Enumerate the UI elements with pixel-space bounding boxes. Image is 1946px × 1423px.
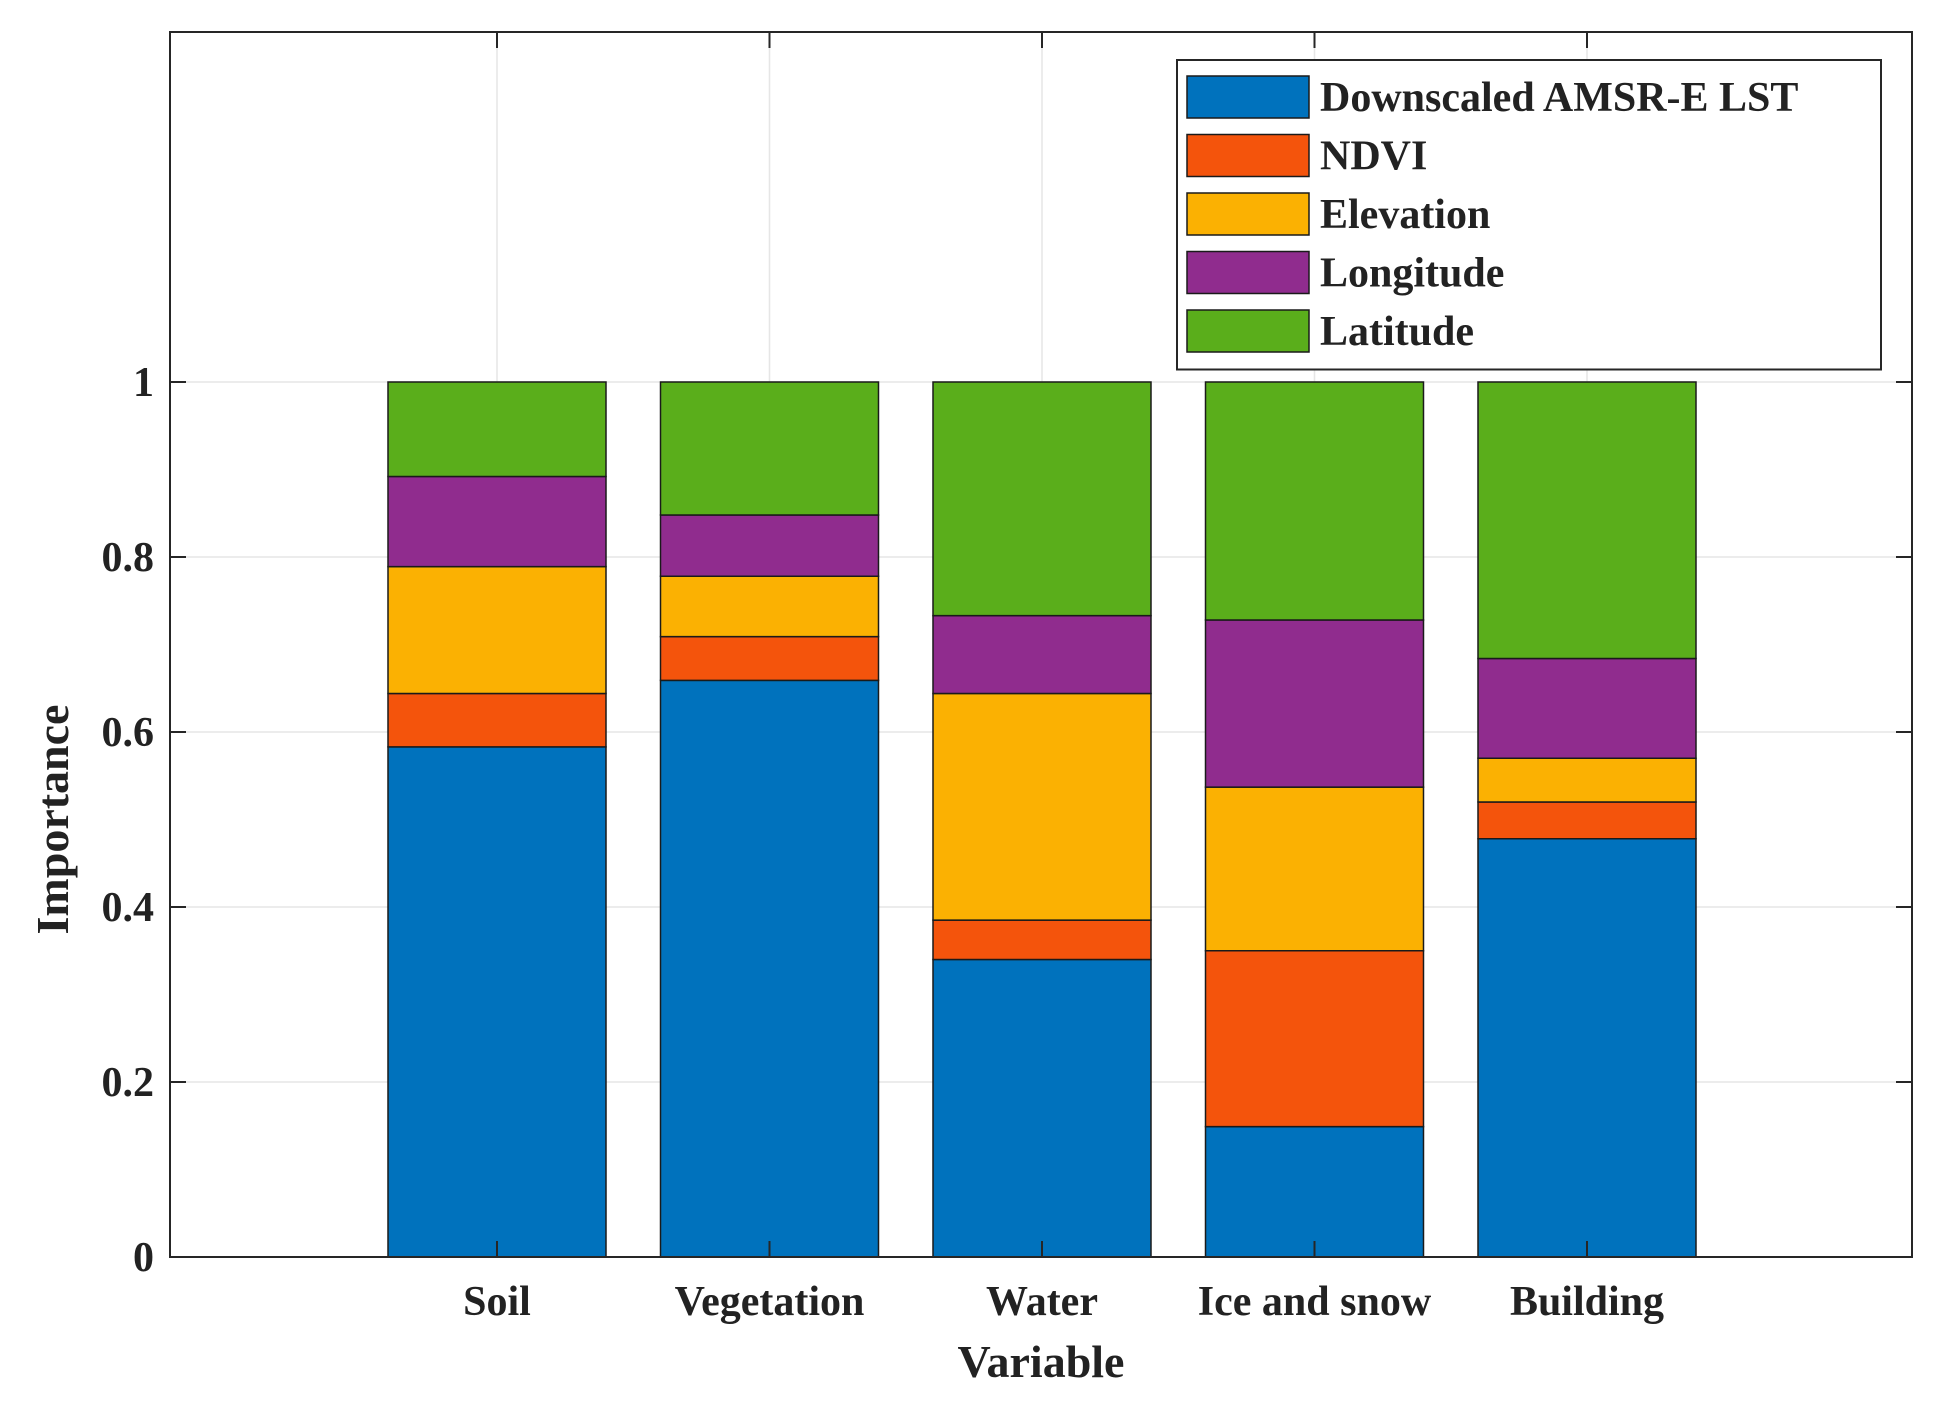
y-tick-label: 1 xyxy=(133,360,154,406)
bar-segment xyxy=(659,635,880,682)
bar-segment xyxy=(387,746,607,1258)
bar-segment xyxy=(1204,786,1425,952)
bar-segment xyxy=(387,692,607,748)
bar-segment xyxy=(932,381,1152,617)
bar-segment xyxy=(1477,838,1697,1258)
y-tick-label: 0.2 xyxy=(102,1060,155,1106)
legend-label: Latitude xyxy=(1320,309,1474,355)
bar-segment xyxy=(932,958,1152,1258)
bar-segment xyxy=(659,575,880,638)
legend-label: Elevation xyxy=(1320,192,1490,238)
x-tick-label: Water xyxy=(986,1279,1098,1325)
legend-label: Downscaled AMSR-E LST xyxy=(1320,75,1798,121)
bar-segment xyxy=(1204,950,1425,1128)
legend-swatch xyxy=(1186,309,1310,353)
bar-segment xyxy=(387,475,607,568)
y-tick-label: 0.4 xyxy=(102,885,155,931)
bar-segment xyxy=(1204,381,1425,621)
bar-segment xyxy=(659,381,880,516)
bar-segment xyxy=(1477,381,1697,660)
bar-segment xyxy=(1477,801,1697,840)
bar-segment xyxy=(659,514,880,577)
y-tick-label: 0 xyxy=(133,1235,154,1281)
bar-segment xyxy=(932,919,1152,961)
x-tick-label: Building xyxy=(1510,1279,1664,1325)
legend-swatch xyxy=(1186,250,1310,295)
y-tick-label: 0.8 xyxy=(102,535,155,581)
x-tick-label: Ice and snow xyxy=(1198,1279,1432,1325)
bar-segment xyxy=(932,692,1152,921)
legend-swatch xyxy=(1186,133,1310,178)
bar-segment xyxy=(1477,657,1697,759)
bar-segment xyxy=(1204,1125,1425,1258)
bar-segment xyxy=(1204,619,1425,788)
bar-segment xyxy=(1477,757,1697,803)
y-tick-label: 0.6 xyxy=(102,710,155,756)
legend-swatch xyxy=(1186,192,1310,236)
bar-segment xyxy=(387,565,607,695)
y-axis-title: Importance xyxy=(27,705,78,935)
x-axis-title: Variable xyxy=(958,1336,1125,1387)
legend-label: Longitude xyxy=(1320,251,1504,297)
x-tick-label: Soil xyxy=(463,1279,531,1325)
bar-segment xyxy=(932,614,1152,695)
bars xyxy=(387,381,1697,1258)
axis-ticks xyxy=(170,32,1912,1258)
legend-swatch xyxy=(1186,75,1310,119)
x-tick-label: Vegetation xyxy=(675,1279,865,1325)
legend: Downscaled AMSR-E LST NDVI Elevation Longit… xyxy=(1176,59,1882,371)
legend-label: NDVI xyxy=(1320,134,1427,180)
bar-segment xyxy=(387,381,607,478)
tick-labels: 0 0.2 0.4 0.6 0.8 1 Soil Vegetation Water Ice and… xyxy=(102,360,1665,1325)
bar-segment xyxy=(659,679,880,1258)
